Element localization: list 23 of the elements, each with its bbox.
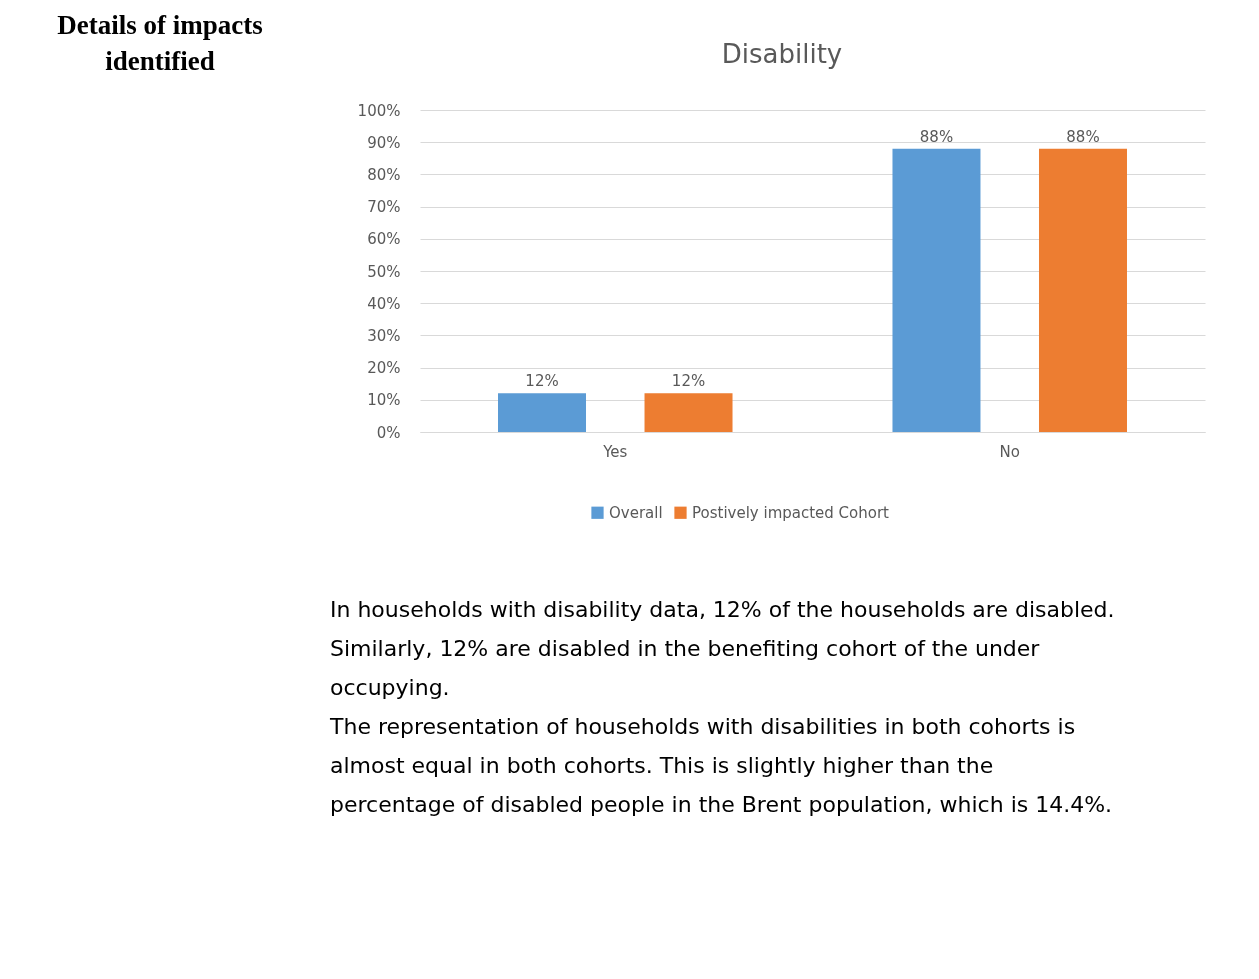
y-tick-label: 40% [367,294,401,313]
y-tick-label: 60% [367,230,401,249]
y-tick-label: 30% [367,326,401,345]
chart-title: Disability [721,39,843,69]
y-tick-label: 20% [367,359,401,378]
y-tick-label: 0% [376,423,401,442]
legend-label: Overall [609,503,663,522]
x-tick-label: No [999,442,1020,461]
data-label: 12% [671,372,706,391]
y-tick-label: 10% [367,391,401,410]
text: Details of impacts identified [57,10,263,76]
y-tick-label: 70% [367,198,401,217]
data-label: 88% [1066,127,1100,146]
y-tick-label: 100% [357,101,401,120]
x-tick-label: Yes [602,442,628,461]
y-tick-label: 80% [367,165,401,184]
y-tick-label: 50% [367,262,401,281]
data-label: 12% [525,372,559,391]
text: The representation of households with disabilities in both cohorts is almost equal in both cohorts. This is slightly higher than the percentage of disabled people in the Brent population, which is 14.4%. [329,714,1113,817]
y-tick-label: 90% [367,133,401,152]
data-label: 88% [919,127,954,146]
text: In households with disability data, 12% of the households are disabled. Similarly, 12% are disabled in the benefiting cohort of the under occupying. [330,597,1115,700]
legend-label: Postively impacted Cohort [692,503,890,522]
